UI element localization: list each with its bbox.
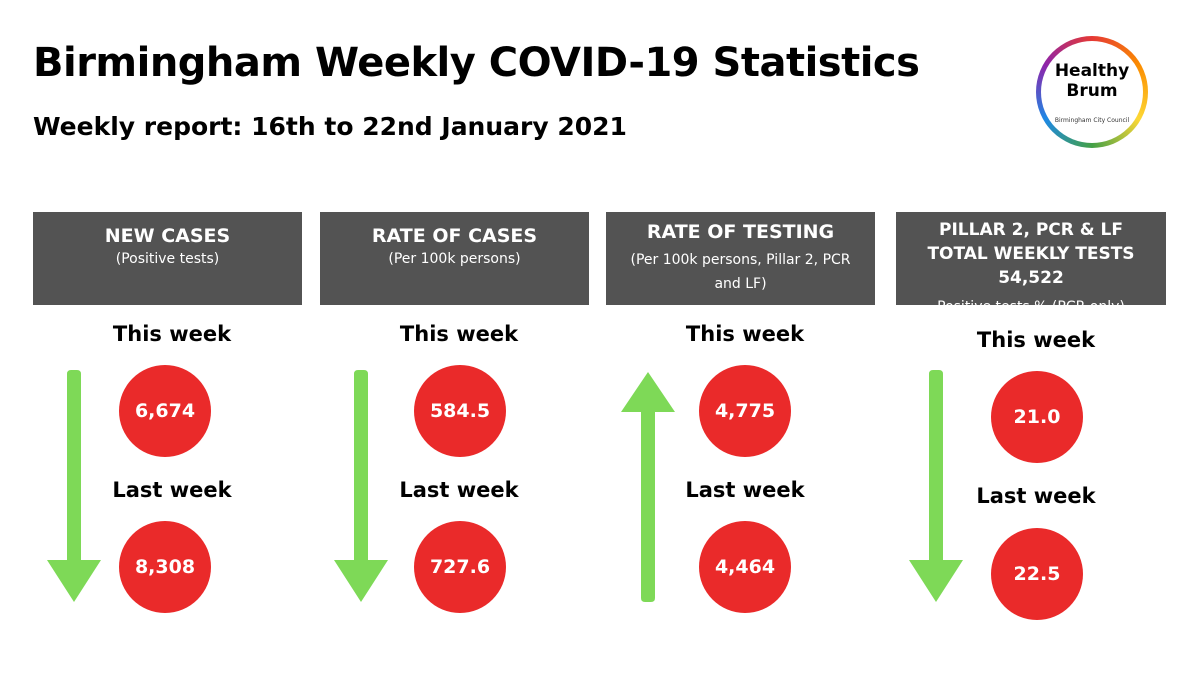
last-week-label: Last week [685,478,805,502]
panel-new-cases: NEW CASES (Positive tests) [33,212,302,305]
this-week-label: This week [685,322,805,346]
rate-of-testing-this-week: 4,775 [699,365,791,457]
logo-line2: Brum [1066,81,1118,101]
rate-of-testing-last-week: 4,464 [699,521,791,613]
arrow-up-icon [621,372,675,602]
logo-line1: Healthy [1054,61,1130,81]
logo-council: Birmingham City Council [1054,117,1130,124]
this-week-label: This week [399,322,519,346]
arrow-down-icon [47,370,101,602]
panel-subtitle: Positive tests % (PCR only) [937,299,1125,315]
this-week-label: This week [112,322,232,346]
this-week-label: This week [976,328,1096,352]
panel-title: NEW CASES [104,225,231,247]
positivity-last-week: 22.5 [991,528,1083,620]
panel-title: RATE OF CASES [371,225,538,247]
panel-subtitle: (Per 100k persons) [388,251,521,267]
panel-weekly-tests: PILLAR 2, PCR & LF TOTAL WEEKLY TESTS 54… [896,212,1166,315]
last-week-label: Last week [399,478,519,502]
healthy-brum-logo: Healthy Brum Birmingham City Council [1036,36,1148,148]
panel-title: PILLAR 2, PCR & LF TOTAL WEEKLY TESTS 54… [927,220,1135,288]
panel-title: RATE OF TESTING [646,221,835,243]
rate-of-cases-this-week: 584.5 [414,365,506,457]
new-cases-last-week: 8,308 [119,521,211,613]
panel-rate-of-cases: RATE OF CASES (Per 100k persons) [320,212,589,305]
new-cases-this-week: 6,674 [119,365,211,457]
positivity-this-week: 21.0 [991,371,1083,463]
panel-rate-of-testing: RATE OF TESTING (Per 100k persons, Pilla… [606,212,875,305]
panel-subtitle: (Positive tests) [115,251,220,267]
page-title: Birmingham Weekly COVID-19 Statistics [33,40,920,86]
panel-subtitle: (Per 100k persons, Pillar 2, PCR and LF) [630,252,851,292]
page-subtitle: Weekly report: 16th to 22nd January 2021 [33,112,627,141]
arrow-down-icon [334,370,388,602]
last-week-label: Last week [112,478,232,502]
arrow-down-icon [909,370,963,602]
last-week-label: Last week [976,484,1096,508]
rate-of-cases-last-week: 727.6 [414,521,506,613]
